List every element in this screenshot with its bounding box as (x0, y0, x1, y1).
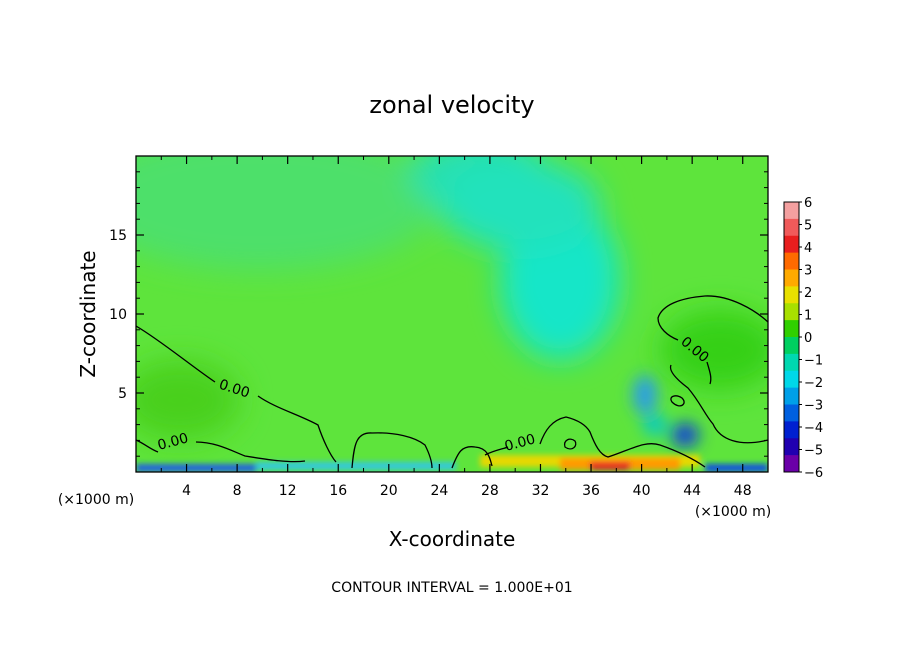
x-tick-label: 24 (430, 483, 448, 499)
field-blue-patch-lower (671, 423, 699, 447)
field-left-green (136, 360, 240, 440)
contour-right-upper (657, 295, 768, 385)
y-tick-label: 10 (109, 307, 127, 323)
colorbar-segment (784, 370, 799, 389)
y-axis-label: Z-coordinate (76, 250, 100, 377)
field-upper-left-band (136, 156, 440, 270)
y-tick-label: 15 (109, 228, 127, 244)
colorbar-tick-label: −3 (804, 399, 823, 414)
colorbar-tick-label: −4 (804, 421, 823, 436)
contour-labels: 0.00 0.00 0.00 0.00 (156, 334, 712, 455)
colorbar-segment (784, 387, 799, 405)
contour-mid-cell-2 (451, 446, 493, 469)
colorbar-segment (784, 218, 799, 237)
colorbar-segment (784, 353, 799, 372)
x-tick-label: 40 (633, 483, 651, 499)
y-tick-label: 5 (118, 386, 127, 402)
colorbar-tick-label: 5 (804, 219, 812, 234)
colorbar-segment (784, 202, 799, 220)
x-unit-right: (×1000 m) (695, 504, 771, 520)
x-tick-label: 44 (683, 483, 701, 499)
x-tick-label: 48 (734, 483, 752, 499)
colorbar-tick-label: −6 (804, 466, 823, 481)
field-surface-blue-right (705, 464, 768, 472)
x-unit-left: (×1000 m) (58, 492, 134, 508)
contour-label: 0.00 (503, 431, 537, 455)
colorbar-segment (784, 337, 799, 355)
colorbar-segment (784, 455, 799, 473)
colorbar-tick-label: −1 (804, 354, 823, 369)
x-tick-label: 8 (233, 483, 242, 499)
colorbar-tick-label: 6 (804, 196, 812, 211)
colorbar-segment (784, 438, 799, 456)
colorbar-segment (784, 303, 799, 321)
contour-right-loop (670, 395, 685, 407)
colorbar-tick-label: −2 (804, 376, 823, 391)
field-teal-patch (643, 415, 667, 435)
x-tick-label: 32 (532, 483, 550, 499)
colorbar-segment (784, 404, 799, 422)
colorbar-tick-label: 4 (804, 241, 812, 256)
colorbar-segment (784, 269, 799, 287)
colorbar-segment (784, 320, 799, 338)
contour-lines (136, 295, 768, 469)
x-axis-label: X-coordinate (389, 527, 516, 551)
contour-zero-main (136, 325, 337, 463)
contour-zero-bottom (484, 416, 706, 468)
field-surface-blue-left (136, 464, 256, 472)
colorbar-segment (784, 286, 799, 304)
field-blue-patch-upper (633, 375, 657, 415)
field-surface-cyan-mid (256, 462, 456, 470)
colorbar-tick-label: 3 (804, 264, 812, 279)
colorbar-tick-label: −5 (804, 444, 823, 459)
chart-title: zonal velocity (369, 91, 534, 119)
colorbar-segment (784, 252, 799, 270)
heatmap-field (136, 156, 768, 472)
x-tick-label: 4 (182, 483, 191, 499)
field-cyan-tail (440, 160, 600, 250)
x-tick-label: 16 (329, 483, 347, 499)
x-tick-label: 12 (279, 483, 297, 499)
colorbar-tick-label: 2 (804, 286, 812, 301)
contour-zero-lower (136, 439, 306, 463)
contour-label: 0.00 (156, 430, 190, 454)
field-right-green (660, 310, 768, 390)
colorbar-segment (784, 235, 799, 254)
contour-mid-cell (351, 432, 433, 469)
contour-right-lower (669, 364, 768, 444)
x-tick-label: 36 (582, 483, 600, 499)
contour-small-loop (564, 438, 577, 450)
colorbar: 6 5 4 3 2 1 0 −1 −2 −3 −4 −5 −6 (783, 196, 823, 481)
colorbar-tick-label: 0 (804, 331, 812, 346)
x-tick-label: 20 (380, 483, 398, 499)
contour-interval-footer: CONTOUR INTERVAL = 1.000E+01 (331, 580, 572, 596)
colorbar-tick-label: 1 (804, 309, 812, 324)
x-tick-label: 28 (481, 483, 499, 499)
colorbar-segment (784, 421, 799, 439)
field-surface-red (590, 462, 630, 470)
